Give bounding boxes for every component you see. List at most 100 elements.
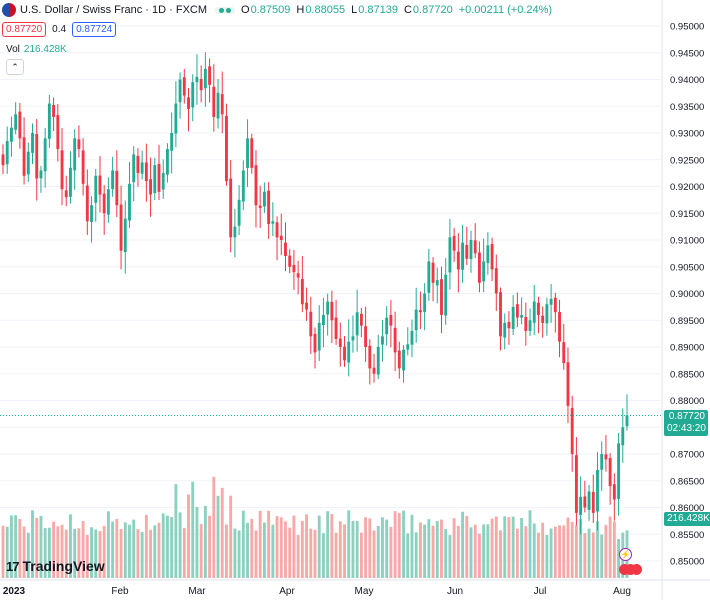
candle-body <box>195 76 199 83</box>
candle-body <box>246 138 249 168</box>
volume-bar <box>596 521 599 578</box>
volume-bar <box>144 514 148 578</box>
candle-body <box>216 92 220 119</box>
candle-body <box>115 170 119 206</box>
volume-bar <box>520 518 524 578</box>
volume-bar <box>507 517 511 578</box>
y-tick-label: 0.90000 <box>670 289 704 300</box>
volume-bar <box>574 525 578 578</box>
candle-body <box>241 170 245 202</box>
candle-body <box>220 94 224 115</box>
volume-bar <box>452 518 456 578</box>
candle-body <box>144 162 148 182</box>
candle-body <box>490 243 494 270</box>
buy-button[interactable]: 0.87724 <box>72 22 117 37</box>
y-tick-label: 0.89000 <box>670 343 704 354</box>
volume-value: 216.428K <box>23 44 67 55</box>
volume-bar <box>178 512 182 578</box>
candle-body <box>545 304 549 324</box>
y-tick-label: 0.88500 <box>670 369 704 380</box>
candle-body <box>583 496 587 508</box>
candle-body <box>199 79 203 91</box>
volume-bar <box>465 516 469 578</box>
candle-body <box>203 68 207 89</box>
event-icon[interactable] <box>631 564 642 575</box>
volume-bar <box>90 527 93 578</box>
event-icon[interactable] <box>625 564 636 575</box>
volume-bar <box>402 510 405 578</box>
volume-bar <box>267 510 271 578</box>
change-value: +0.00211 (+0.24%) <box>458 4 553 16</box>
candle-body <box>73 138 77 171</box>
market-status-icon[interactable] <box>215 6 236 14</box>
volume-bar <box>608 516 612 578</box>
candle-body <box>600 454 604 470</box>
candle-body <box>47 103 51 139</box>
y-tick-label: 0.85500 <box>670 530 704 541</box>
candle-body <box>174 103 178 134</box>
y-tick-label: 0.93000 <box>670 129 704 140</box>
candle-body <box>94 175 98 203</box>
lightning-icon[interactable]: ⚡ <box>619 548 632 561</box>
volume-bar <box>216 495 220 578</box>
candle-body <box>376 347 380 375</box>
volume-bar <box>435 521 439 578</box>
candle-body <box>435 280 439 286</box>
event-icon[interactable] <box>619 564 630 575</box>
volume-bar <box>1 525 5 578</box>
candle-body <box>128 183 131 221</box>
candle-body <box>515 304 519 318</box>
candle-body <box>288 255 292 267</box>
volume-bar <box>490 518 494 578</box>
candle-body <box>225 115 228 182</box>
sell-button[interactable]: 0.87720 <box>2 22 47 37</box>
volume-bar <box>195 506 199 578</box>
candle-body <box>477 252 481 283</box>
candle-body <box>106 189 110 215</box>
volume-bar <box>456 525 460 578</box>
candle-body <box>343 346 346 361</box>
candle-body <box>18 111 22 139</box>
candle-body <box>309 311 313 337</box>
candle-body <box>494 268 498 294</box>
volume-bar <box>56 526 60 578</box>
y-tick-label: 0.94500 <box>670 48 704 59</box>
candle-body <box>149 179 153 195</box>
candle-body <box>258 205 262 208</box>
volume-bar <box>208 515 212 578</box>
candle-body <box>262 191 266 207</box>
candle-body <box>537 302 540 315</box>
volume-bar <box>212 476 216 578</box>
volume-bar <box>64 529 68 578</box>
volume-legend: Vol 216.428K <box>6 44 67 55</box>
high-value: 0.88055 <box>305 4 346 16</box>
candle-body <box>427 261 431 293</box>
candle-body <box>64 190 68 198</box>
candle-body <box>368 345 372 369</box>
x-tick-label: Jun <box>447 586 463 597</box>
candle-body <box>313 333 317 353</box>
x-tick-label: 2023 <box>3 586 26 597</box>
candle-body <box>77 139 81 150</box>
volume-bar <box>545 534 549 578</box>
volume-bar <box>393 511 397 578</box>
symbol-title[interactable]: U.S. Dollar / Swiss Franc · 1D · FXCM <box>20 4 208 16</box>
candle-body <box>56 115 60 150</box>
y-tick-label: 0.86000 <box>670 503 704 514</box>
volume-bar <box>305 514 309 578</box>
volume-bar <box>359 532 363 578</box>
candle-body <box>102 193 106 214</box>
tradingview-logo[interactable]: 17 TradingView <box>6 558 105 574</box>
candle-body <box>465 244 469 259</box>
volume-bar <box>385 519 389 578</box>
candle-body <box>621 427 625 446</box>
volume-bar <box>106 511 110 578</box>
candle-body <box>39 170 43 179</box>
candle-body <box>452 235 456 251</box>
volume-bar <box>528 510 532 578</box>
collapse-chevron-icon[interactable]: ⌃ <box>6 59 24 75</box>
volume-bar <box>321 533 325 578</box>
candle-body <box>431 262 435 283</box>
